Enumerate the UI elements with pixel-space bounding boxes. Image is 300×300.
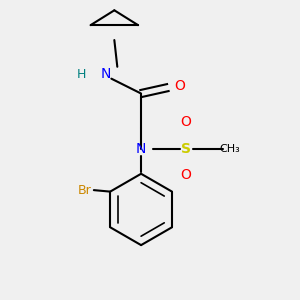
Text: Br: Br xyxy=(78,184,92,196)
Text: S: S xyxy=(181,142,191,155)
Text: CH₃: CH₃ xyxy=(220,143,241,154)
Text: O: O xyxy=(174,79,185,93)
Text: N: N xyxy=(100,67,111,81)
Text: H: H xyxy=(77,68,86,81)
Text: N: N xyxy=(136,142,146,155)
Text: O: O xyxy=(180,168,191,182)
Text: O: O xyxy=(180,115,191,129)
